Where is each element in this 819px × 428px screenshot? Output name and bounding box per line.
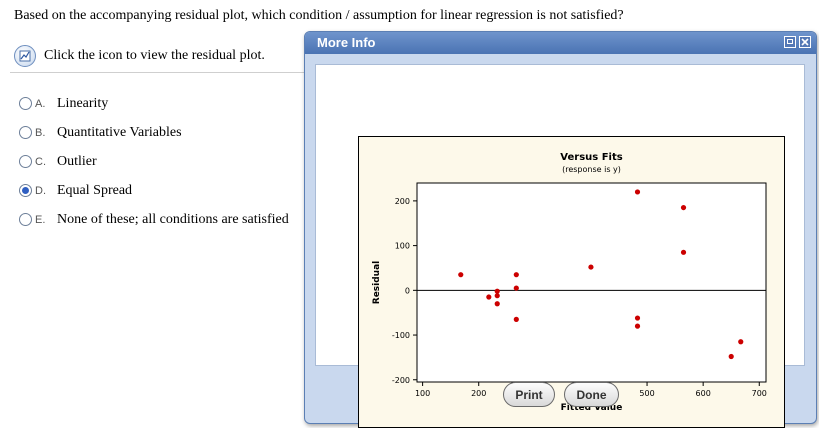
y-tick-label: -100 [392,331,410,340]
data-point [513,285,519,291]
option-d[interactable]: D. Equal Spread [19,176,289,205]
option-c-radio[interactable] [19,155,32,168]
option-b-text: Quantitative Variables [57,124,182,140]
y-axis-label: Residual [372,261,382,304]
data-point [494,293,500,299]
print-button[interactable]: Print [503,382,555,407]
option-a[interactable]: A. Linearity [19,89,289,118]
x-tick-label: 600 [696,389,711,398]
option-b[interactable]: B. Quantitative Variables [19,118,289,147]
data-point [513,272,519,278]
close-icon[interactable] [799,36,811,48]
divider [10,72,305,73]
more-info-dialog: More Info Versus Fits (response is y) 100 2… [304,31,817,428]
plot-area [416,182,767,383]
x-tick-label: 200 [471,389,486,398]
data-point [738,339,744,345]
data-point [634,323,641,329]
option-a-letter: A. [35,97,46,110]
dialog-buttons: Print Done [503,382,619,407]
dialog-title: More Info [317,35,376,50]
hint-row: Click the icon to view the residual plot… [14,45,265,67]
data-point [494,301,500,307]
option-c-letter: C. [35,155,46,168]
option-a-radio[interactable] [19,97,32,110]
answer-options: A. Linearity B. Quantitative Variables C… [19,89,289,234]
y-tick-label: 100 [395,242,410,251]
data-point [513,316,519,322]
y-tick-label: 200 [395,197,410,206]
maximize-icon[interactable] [784,36,796,48]
option-b-letter: B. [35,126,46,139]
data-point [494,288,500,294]
option-c-text: Outlier [57,153,97,169]
option-a-text: Linearity [57,95,109,111]
option-e[interactable]: E. None of these; all conditions are sat… [19,205,289,234]
view-plot-icon[interactable] [14,45,36,67]
data-point [458,272,464,278]
option-b-radio[interactable] [19,126,32,139]
x-axis-label: Fitted Value [561,403,623,413]
data-point [634,189,641,195]
y-tick-label: -200 [392,376,410,385]
option-c[interactable]: C. Outlier [19,147,289,176]
option-d-radio[interactable] [19,184,32,197]
data-point [588,264,594,270]
hint-text: Click the icon to view the residual plot… [44,48,265,63]
option-e-radio[interactable] [19,213,32,226]
option-e-text: None of these; all conditions are satisf… [57,211,289,227]
done-button[interactable]: Done [564,382,619,407]
data-point [728,353,734,360]
data-point [680,204,687,211]
option-d-letter: D. [35,184,46,197]
chart-subtitle: (response is y) [562,165,621,174]
x-tick-label: 100 [415,389,430,398]
dialog-titlebar[interactable]: More Info [305,32,816,54]
dialog-content: Versus Fits(response is y)10020030040050… [315,64,805,428]
data-point [680,249,687,255]
y-tick-label: 0 [405,286,410,295]
residual-plot: Versus Fits(response is y)10020030040050… [358,136,785,428]
data-point [634,315,641,321]
x-tick-label: 700 [752,389,767,398]
option-e-letter: E. [35,213,46,226]
chart-title: Versus Fits [560,152,622,163]
data-point [486,294,492,300]
option-d-text: Equal Spread [57,182,133,198]
x-tick-label: 500 [639,389,654,398]
question-text: Based on the accompanying residual plot,… [14,8,624,23]
